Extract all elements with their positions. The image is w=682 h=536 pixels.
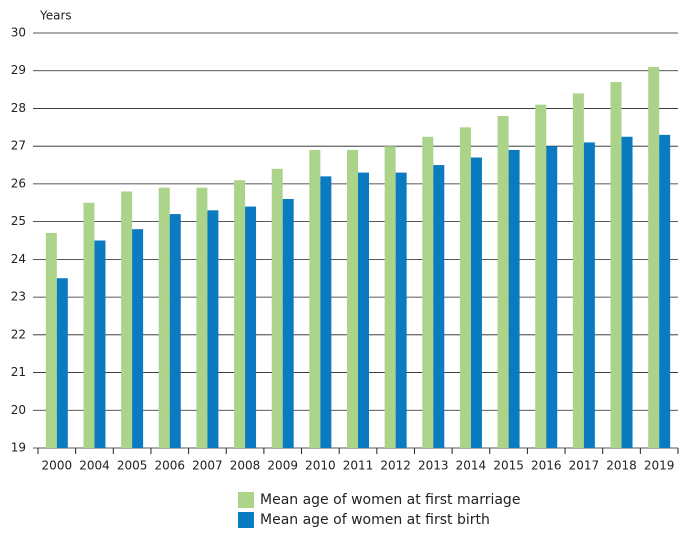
bar [508,149,520,449]
bar [358,172,369,448]
bar [497,116,509,448]
x-tick-label: 2015 [493,459,524,473]
y-axis-label: Years [39,9,72,23]
bar [610,82,622,448]
bar [121,191,133,449]
x-tick-label: 2017 [569,459,600,473]
y-tick-label: 19 [11,441,26,455]
bar [648,66,660,449]
bar [384,146,396,448]
bar [271,168,283,448]
bar [158,187,170,448]
bar [83,202,95,448]
legend-swatch [238,512,254,528]
bar [309,149,321,449]
bar [282,199,294,448]
bar [572,93,584,448]
x-tick-label: 2016 [531,459,562,473]
bar [459,127,471,449]
y-tick-label: 28 [11,101,26,115]
bar [470,157,482,448]
y-tick-label: 22 [11,327,26,341]
x-tick-label: 2006 [154,459,185,473]
bar [422,136,434,448]
y-tick-label: 21 [11,365,26,379]
x-tick-label: 2019 [644,459,675,473]
y-tick-label: 30 [11,26,26,40]
x-tick-label: 2011 [343,459,374,473]
bar [659,134,671,448]
bar [132,229,144,448]
x-tick-label: 2005 [117,459,148,473]
y-tick-label: 20 [11,403,26,417]
bar [169,214,181,448]
bar [433,165,445,448]
bar [94,240,106,448]
bar [583,142,595,448]
bar [234,180,246,449]
x-tick-label: 2014 [456,459,487,473]
bar [245,206,257,448]
y-tick-label: 23 [11,290,26,304]
x-tick-label: 2008 [230,459,261,473]
legend-swatch [238,492,254,508]
bar [45,232,57,448]
bar [395,172,407,448]
y-tick-label: 27 [11,139,26,153]
legend-label: Mean age of women at first birth [260,512,490,528]
y-tick-label: 29 [11,63,26,77]
x-tick-label: 2010 [305,459,336,473]
x-tick-label: 2004 [79,459,110,473]
bar [621,136,633,448]
y-tick-label: 26 [11,176,26,190]
bar [207,210,219,448]
bar [535,104,547,448]
y-tick-label: 24 [11,252,26,266]
bar [546,146,558,448]
bar [56,278,68,448]
x-tick-label: 2000 [42,459,73,473]
bar [196,187,208,448]
legend-label: Mean age of women at first marriage [260,492,520,508]
bar [347,149,358,449]
x-tick-label: 2009 [267,459,298,473]
x-tick-label: 2018 [606,459,637,473]
x-tick-label: 2007 [192,459,223,473]
y-tick-label: 25 [11,214,26,228]
bar [320,176,332,448]
x-tick-label: 2012 [380,459,411,473]
x-tick-label: 2013 [418,459,449,473]
